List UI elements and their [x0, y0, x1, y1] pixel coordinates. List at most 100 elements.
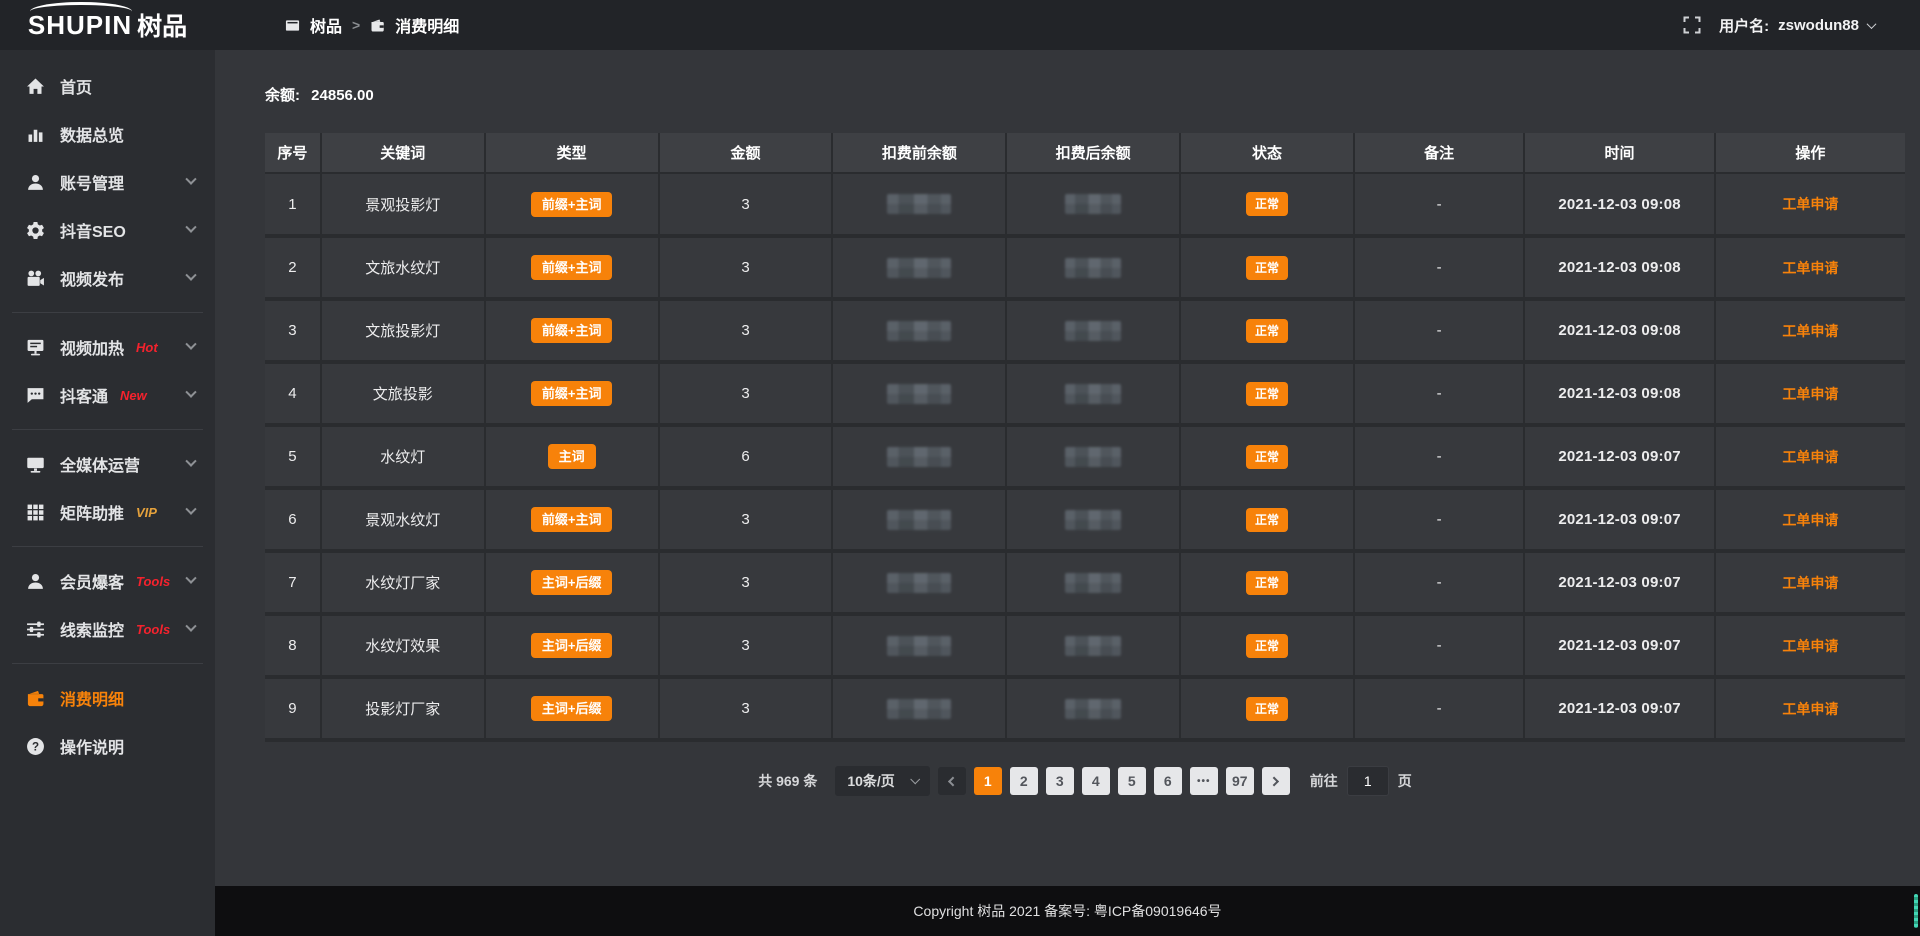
work-order-link[interactable]: 工单申请: [1782, 385, 1839, 402]
sidebar-item-douyin-seo[interactable]: 抖音SEO: [0, 206, 215, 254]
user-icon: [26, 173, 45, 192]
cell-type: 前缀+主词: [484, 299, 660, 364]
breadcrumb-current: 消费明细: [395, 19, 460, 36]
table-row: 4 文旅投影 前缀+主词 3 正常 - 2021-12-03 09:08 工单申…: [265, 362, 1905, 427]
masked-value: [1065, 383, 1122, 404]
page-button-2[interactable]: 2: [1009, 767, 1038, 795]
table-row: 3 文旅投影灯 前缀+主词 3 正常 - 2021-12-03 09:08 工单…: [265, 299, 1905, 364]
cell-time: 2021-12-03 09:08: [1524, 299, 1716, 364]
work-order-link[interactable]: 工单申请: [1782, 448, 1839, 465]
page-button-4[interactable]: 4: [1081, 767, 1110, 795]
table-row: 6 景观水纹灯 前缀+主词 3 正常 - 2021-12-03 09:07 工单…: [265, 488, 1905, 553]
type-badge: 前缀+主词: [530, 318, 613, 343]
chevron-down-icon: [910, 773, 920, 784]
cell-action: 工单申请: [1714, 677, 1905, 742]
cell-index: 2: [265, 236, 322, 301]
masked-value: [1065, 509, 1122, 530]
username-label: 用户名:: [1719, 17, 1770, 35]
column-header-type: 类型: [484, 133, 660, 174]
balance-value: 24856.00: [311, 87, 374, 104]
user-menu[interactable]: 用户名: zswodun88: [1719, 15, 1877, 36]
column-header-amount: 金额: [658, 133, 834, 174]
masked-value: [1065, 257, 1122, 278]
masked-value: [1065, 572, 1122, 593]
page-size-value: 10条/页: [847, 773, 895, 789]
sidebar-item-label: 会员爆客: [60, 575, 125, 592]
app-logo[interactable]: SHUPIN 树品: [0, 0, 215, 50]
work-order-link[interactable]: 工单申请: [1782, 511, 1839, 528]
breadcrumb-root[interactable]: 树品: [310, 19, 343, 36]
cell-index: 6: [265, 488, 322, 553]
cell-type: 前缀+主词: [484, 362, 660, 427]
column-header-remark: 备注: [1353, 133, 1526, 174]
column-header-time: 时间: [1524, 133, 1716, 174]
masked-value: [887, 509, 952, 530]
page-button-5[interactable]: 5: [1117, 767, 1146, 795]
sidebar-item-data-overview[interactable]: 数据总览: [0, 110, 215, 158]
type-badge: 前缀+主词: [530, 255, 613, 280]
page-size-select[interactable]: 10条/页: [835, 766, 930, 796]
work-order-link[interactable]: 工单申请: [1782, 700, 1839, 717]
more-pages-button[interactable]: •••: [1189, 767, 1218, 795]
cell-amount: 3: [658, 299, 834, 364]
sidebar-item-video-publish[interactable]: 视频发布: [0, 254, 215, 302]
fullscreen-icon[interactable]: [1683, 16, 1701, 34]
next-page-button[interactable]: [1261, 767, 1290, 795]
sidebar-item-clue-monitor[interactable]: 线索监控 Tools: [0, 605, 215, 653]
page-button-1[interactable]: 1: [973, 767, 1002, 795]
sidebar-item-douketong[interactable]: 抖客通 New: [0, 371, 215, 419]
cell-keyword: 文旅投影: [320, 362, 486, 427]
sidebar-item-member-baoke[interactable]: 会员爆客 Tools: [0, 557, 215, 605]
cell-balance-after: [1006, 551, 1182, 616]
cell-balance-before: [832, 299, 1008, 364]
cell-index: 8: [265, 614, 322, 679]
cell-time: 2021-12-03 09:08: [1524, 362, 1716, 427]
work-order-link[interactable]: 工单申请: [1782, 259, 1839, 276]
chevron-down-icon: [185, 221, 197, 233]
sidebar-divider: [12, 312, 203, 313]
cell-keyword: 水纹灯厂家: [320, 551, 486, 616]
sidebar-item-account-management[interactable]: 账号管理: [0, 158, 215, 206]
page-jump-input[interactable]: [1346, 766, 1389, 796]
masked-value: [1065, 320, 1122, 341]
screen-icon: [26, 338, 45, 357]
prev-page-button[interactable]: [937, 767, 966, 795]
chevron-down-icon: [185, 269, 197, 281]
cell-keyword: 景观水纹灯: [320, 488, 486, 553]
table-row: 2 文旅水纹灯 前缀+主词 3 正常 - 2021-12-03 09:08 工单…: [265, 236, 1905, 301]
chevron-left-icon: [948, 776, 959, 786]
copyright-text: Copyright 树品 2021 备案号: 粤ICP备09019646号: [913, 903, 1222, 919]
chevron-down-icon: [1866, 18, 1877, 29]
video-camera-icon: [26, 269, 45, 288]
chat-icon: [26, 386, 45, 405]
sidebar-item-home[interactable]: 首页: [0, 62, 215, 110]
column-header-balance-after: 扣费后余额: [1006, 133, 1182, 174]
page-button-3[interactable]: 3: [1045, 767, 1074, 795]
work-order-link[interactable]: 工单申请: [1782, 574, 1839, 591]
work-order-link[interactable]: 工单申请: [1782, 196, 1839, 212]
page-button-97[interactable]: 97: [1225, 767, 1254, 795]
content-area: 余额: 24856.00 序号 关键词 类型 金额 扣费前余额 扣费后余额 状态…: [215, 50, 1920, 886]
cell-balance-before: [832, 614, 1008, 679]
work-order-link[interactable]: 工单申请: [1782, 637, 1839, 654]
sidebar: SHUPIN 树品 首页 数据总览 账号管理 抖音SEO 视频发布: [0, 0, 215, 936]
cell-index: 5: [265, 425, 322, 490]
work-order-link[interactable]: 工单申请: [1782, 322, 1839, 339]
sidebar-item-all-media-operation[interactable]: 全媒体运营: [0, 440, 215, 488]
cell-index: 7: [265, 551, 322, 616]
sidebar-item-instructions[interactable]: ? 操作说明: [0, 722, 215, 770]
masked-value: [1065, 194, 1122, 214]
cell-keyword: 文旅水纹灯: [320, 236, 486, 301]
sidebar-item-label: 全媒体运营: [60, 458, 141, 475]
scrollbar-thumb[interactable]: [1914, 894, 1918, 928]
sidebar-item-video-heating[interactable]: 视频加热 Hot: [0, 323, 215, 371]
status-badge: 正常: [1245, 255, 1288, 280]
pagination: 共 969 条 10条/页 1 2 3 4 5 6 ••• 97 前往 页: [265, 766, 1905, 796]
sidebar-item-consumption-details[interactable]: 消费明细: [0, 674, 215, 722]
page-button-6[interactable]: 6: [1153, 767, 1182, 795]
sidebar-item-matrix-boost[interactable]: 矩阵助推 VIP: [0, 488, 215, 536]
masked-value: [1065, 446, 1122, 467]
cell-type: 前缀+主词: [484, 173, 660, 238]
cell-balance-after: [1006, 614, 1182, 679]
cell-amount: 3: [658, 488, 834, 553]
